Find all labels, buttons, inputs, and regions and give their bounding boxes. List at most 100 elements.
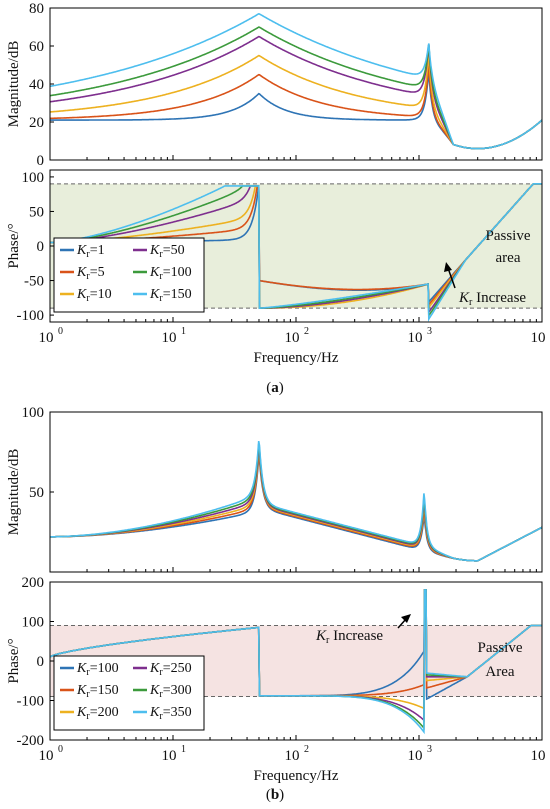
y-tick-label: 0: [37, 153, 45, 169]
x-tick-label: 10: [39, 330, 54, 346]
y-tick-label: 100: [22, 170, 45, 186]
legend-value: =150: [90, 683, 119, 698]
y-tick-label: 60: [29, 39, 44, 55]
legend-label: Kr=50: [149, 243, 185, 260]
y-tick-label: -100: [17, 694, 45, 710]
y-tick-label: 100: [22, 615, 45, 631]
x-tick-exponent: 1: [181, 326, 186, 337]
y-tick-label: 0: [37, 654, 45, 670]
passive-label: Passive: [486, 228, 531, 244]
legend-sub: r: [159, 249, 163, 260]
legend-value: =5: [90, 265, 105, 280]
increase-arrowhead: [444, 262, 452, 272]
legend-sub: r: [86, 293, 90, 304]
y-tick-label: 200: [22, 575, 45, 591]
legend-value: =10: [90, 287, 112, 302]
legend-k: K: [76, 243, 87, 258]
legend-box: [53, 655, 205, 731]
legend-label: Kr=5: [76, 265, 105, 282]
series-line-4: [49, 35, 543, 150]
x-tick-label: 10: [285, 330, 300, 346]
legend-sub: r: [86, 249, 90, 260]
y-tick-label: -200: [17, 733, 45, 749]
panel-caption: (a): [266, 380, 284, 396]
passive-label: Passive: [478, 640, 523, 656]
x-tick-label: 10: [285, 748, 300, 764]
y-tick-label: 40: [29, 77, 44, 93]
legend-k: K: [76, 265, 87, 280]
x-tick-exponent: 0: [58, 326, 63, 337]
y-axis-label: Magnitude/dB: [6, 449, 22, 536]
legend-label: Kr=200: [76, 705, 119, 722]
panel-caption: (b): [266, 787, 284, 803]
legend-label: Kr=100: [76, 661, 119, 678]
passive-label: area: [496, 250, 521, 266]
passive-label: Area: [485, 664, 514, 680]
x-tick-label: 10: [531, 330, 546, 346]
legend-box: [53, 237, 205, 313]
legend-value: =100: [90, 661, 119, 676]
kr-increase-label: Kr Increase: [315, 628, 383, 646]
a_mag-panel: 0 20 40 60 80 Magnitude/dB: [6, 1, 543, 169]
legend-value: =250: [163, 661, 192, 676]
legend-k: K: [149, 265, 160, 280]
x-tick-label: 10: [408, 330, 423, 346]
y-tick-label: 50: [29, 204, 44, 220]
y-tick-label: -100: [17, 308, 45, 324]
legend-value: =1: [90, 243, 105, 258]
x-tick-label: 10: [39, 748, 54, 764]
legend-value: =350: [163, 705, 192, 720]
legend-sub: r: [159, 689, 163, 700]
y-tick-label: 100: [22, 405, 45, 421]
y-axis-label: Phase/°: [6, 223, 22, 268]
series-line-6: [49, 12, 543, 150]
x-tick-label: 10: [408, 748, 423, 764]
x-axis-label: Frequency/Hz: [254, 350, 339, 366]
legend-label: Kr=350: [149, 705, 192, 722]
legend-sub: r: [159, 293, 163, 304]
legend-label: Kr=250: [149, 661, 192, 678]
legend-label: Kr=10: [76, 287, 112, 304]
x-tick-exponent: 3: [427, 744, 432, 755]
legend-k: K: [149, 243, 160, 258]
legend-k: K: [149, 661, 160, 676]
legend-sub: r: [86, 667, 90, 678]
y-tick-label: 0: [37, 239, 45, 255]
legend-value: =200: [90, 705, 119, 720]
y-tick-label: -50: [24, 274, 44, 290]
y-tick-label: 80: [29, 1, 44, 17]
legend-k: K: [76, 705, 87, 720]
legend-k: K: [149, 683, 160, 698]
b_mag-panel: 50 100 Magnitude/dB: [6, 405, 543, 573]
increase-arrowhead: [401, 614, 411, 623]
legend-value: =100: [163, 265, 192, 280]
legend-label: Kr=150: [149, 287, 192, 304]
x-tick-label: 10: [162, 748, 177, 764]
legend-k: K: [76, 683, 87, 698]
x-tick-exponent: 0: [58, 744, 63, 755]
legend-label: Kr=1: [76, 243, 105, 260]
plot-frame: [49, 7, 543, 161]
x-tick-exponent: 3: [427, 326, 432, 337]
series-line-2: [50, 453, 543, 562]
series-line-5: [50, 444, 543, 562]
legend-sub: r: [86, 271, 90, 282]
x-tick-label: 10: [531, 748, 546, 764]
y-axis-label: Magnitude/dB: [6, 41, 22, 128]
kr-increase-label: Kr Increase: [458, 290, 526, 308]
series-line-1: [50, 72, 543, 150]
legend-value: =300: [163, 683, 192, 698]
y-tick-label: 50: [29, 485, 44, 501]
legend-k: K: [149, 705, 160, 720]
legend-sub: r: [159, 711, 163, 722]
legend-value: =50: [163, 243, 185, 258]
legend-k: K: [76, 287, 87, 302]
y-axis-label: Phase/°: [6, 638, 22, 683]
y-tick-label: 20: [29, 115, 44, 131]
legend-label: Kr=100: [149, 265, 192, 282]
legend-label: Kr=300: [149, 683, 192, 700]
x-tick-label: 10: [162, 330, 177, 346]
